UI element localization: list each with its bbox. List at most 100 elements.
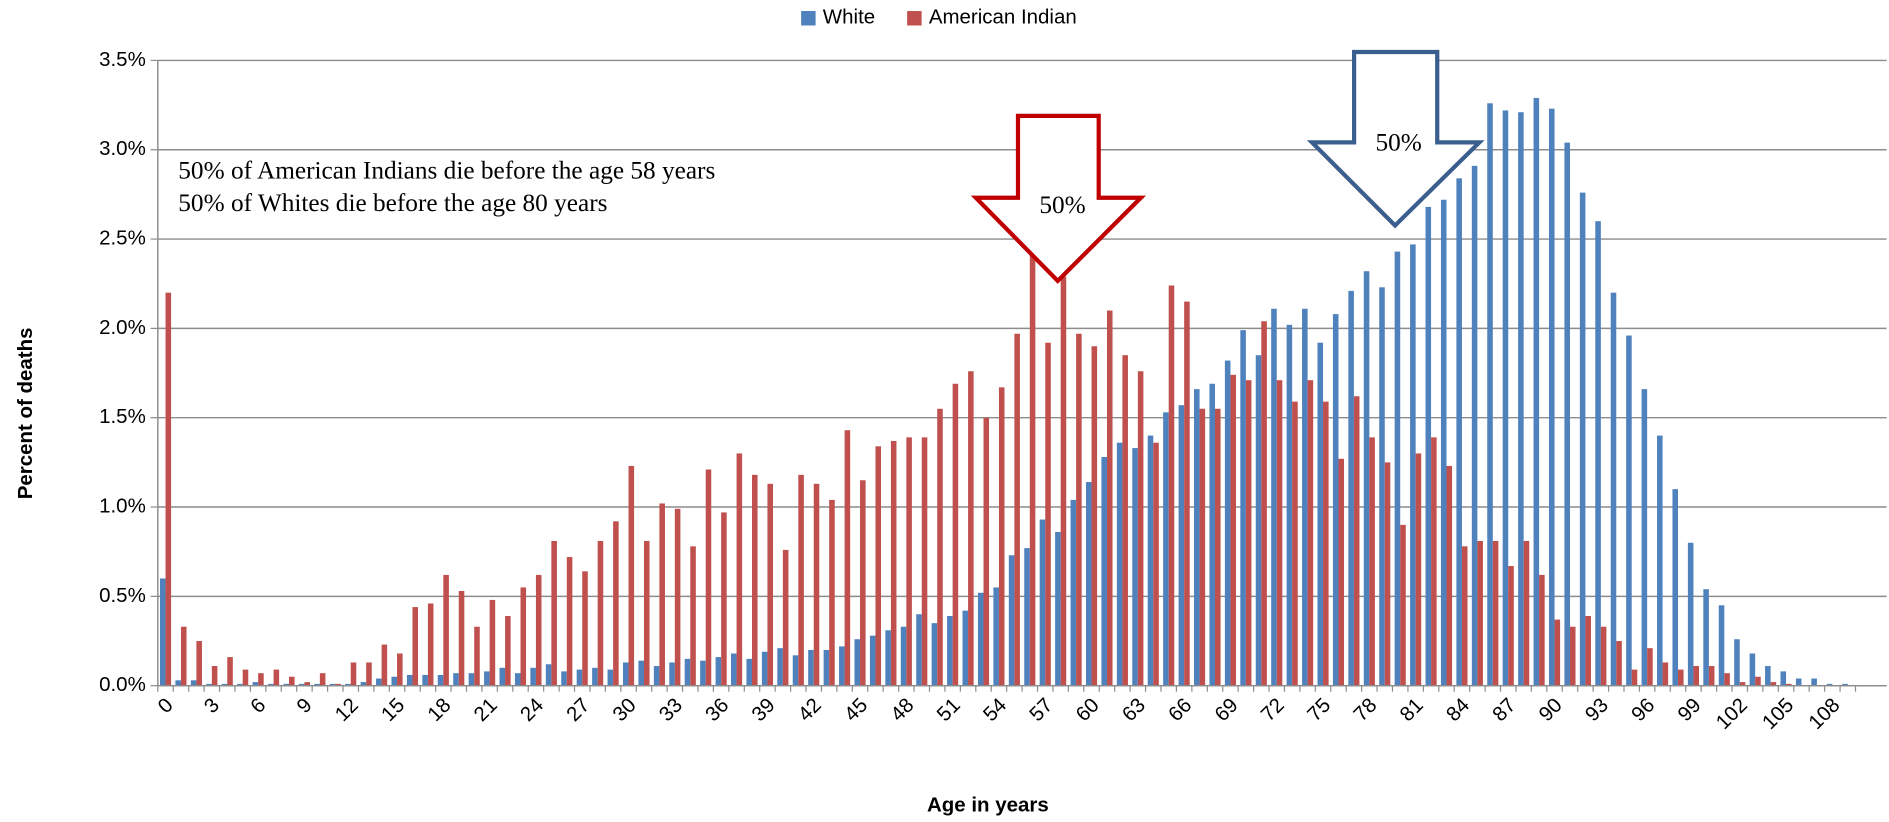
bar (329, 683, 336, 686)
bar (1425, 206, 1432, 686)
bar (690, 546, 696, 686)
bar (782, 549, 789, 686)
bar (823, 649, 830, 686)
bar (885, 630, 891, 686)
bar (298, 683, 305, 686)
bar (1579, 192, 1586, 686)
annotation: 50% of American Indians die before the a… (178, 156, 715, 184)
bar (1014, 333, 1020, 686)
bar (1600, 626, 1607, 686)
bar (1045, 342, 1051, 686)
y-tick-label: 1.0% (99, 494, 146, 517)
bar (1101, 457, 1107, 686)
bar (1780, 671, 1787, 686)
bar (767, 483, 773, 686)
bar (1687, 542, 1694, 686)
bar (1477, 540, 1483, 686)
bar (206, 683, 212, 686)
bar (1718, 605, 1725, 686)
bar (777, 648, 783, 686)
legend-label: White (823, 6, 875, 29)
bar (227, 657, 233, 686)
bar (566, 557, 573, 686)
bar (242, 669, 249, 686)
bar (1842, 683, 1848, 686)
bar (993, 587, 999, 686)
bar (576, 669, 583, 686)
bar (1811, 678, 1817, 686)
bar (643, 540, 650, 686)
bar (1132, 448, 1138, 686)
x-axis-title: Age in years (927, 794, 1049, 817)
bar (1518, 112, 1524, 686)
x-tick-label: 63 (1118, 694, 1150, 726)
bar (1502, 110, 1509, 686)
bar (252, 682, 259, 686)
bar (159, 578, 166, 686)
bar (1394, 251, 1401, 686)
bar (397, 653, 403, 686)
bar (1384, 462, 1391, 686)
bar (947, 616, 953, 686)
bar (1749, 653, 1756, 686)
bar (1492, 540, 1499, 686)
bar (283, 683, 290, 686)
bar (1626, 335, 1632, 686)
bar (468, 673, 475, 686)
bar (1456, 178, 1462, 686)
x-tick-label: 15 (377, 694, 409, 726)
bar (1076, 333, 1082, 686)
x-tick-label: 60 (1071, 694, 1103, 726)
bar (1631, 669, 1638, 686)
bar (505, 616, 511, 686)
bar (551, 540, 557, 686)
bar (1585, 616, 1591, 686)
bar (350, 662, 357, 686)
bar (453, 673, 459, 686)
bar (1271, 308, 1277, 686)
x-tick-label: 105 (1758, 694, 1798, 734)
bar (669, 662, 675, 686)
x-tick-label: 69 (1210, 694, 1242, 726)
bar (1122, 355, 1128, 686)
bar (1770, 682, 1777, 686)
x-tick-label: 66 (1164, 694, 1196, 726)
bar (1569, 626, 1576, 686)
bar (412, 607, 419, 686)
x-tick-label: 72 (1257, 694, 1289, 726)
bar (628, 465, 635, 686)
x-tick-label: 12 (331, 694, 363, 726)
y-axis-title: Percent of deaths (14, 328, 37, 500)
bar (746, 658, 753, 686)
bar (545, 664, 552, 686)
bar (829, 499, 835, 686)
bar (1245, 380, 1252, 686)
bar (1008, 555, 1015, 686)
x-tick-label: 87 (1488, 694, 1520, 726)
x-tick-label: 6 (246, 694, 270, 718)
bar (376, 678, 382, 686)
bar (684, 658, 691, 686)
bar (458, 590, 465, 686)
bar (813, 483, 820, 686)
bar (1224, 360, 1231, 686)
bar (1379, 287, 1385, 686)
bar (1693, 666, 1700, 686)
bar (1554, 619, 1561, 686)
bar (314, 683, 320, 686)
bar (1302, 308, 1308, 686)
bar (391, 676, 398, 686)
bar (952, 383, 959, 686)
bar (1363, 271, 1370, 686)
bar (1137, 371, 1144, 686)
bar (319, 673, 326, 686)
bar (808, 649, 814, 686)
bar (792, 655, 799, 686)
y-tick-label: 0.0% (99, 673, 146, 696)
bar (1703, 589, 1709, 686)
bar (1708, 666, 1715, 686)
bar (1147, 435, 1154, 686)
bar (1029, 253, 1036, 686)
bar (237, 683, 243, 686)
